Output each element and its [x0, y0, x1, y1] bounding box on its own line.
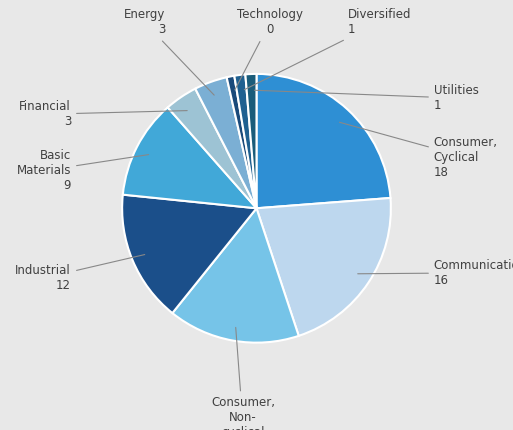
Text: Communications
16: Communications 16	[358, 259, 513, 287]
Wedge shape	[256, 198, 391, 336]
Wedge shape	[122, 195, 256, 313]
Wedge shape	[227, 76, 256, 208]
Text: Technology
0: Technology 0	[235, 8, 303, 90]
Text: Utilities
1: Utilities 1	[254, 84, 479, 112]
Wedge shape	[172, 208, 299, 343]
Text: Diversified
1: Diversified 1	[244, 8, 411, 90]
Wedge shape	[123, 108, 256, 208]
Text: Energy
3: Energy 3	[124, 8, 214, 95]
Text: Consumer,
Non-
cyclical
12: Consumer, Non- cyclical 12	[211, 327, 275, 430]
Text: Financial
3: Financial 3	[19, 100, 187, 128]
Wedge shape	[168, 89, 256, 208]
Wedge shape	[245, 74, 256, 208]
Text: Consumer,
Cyclical
18: Consumer, Cyclical 18	[340, 122, 498, 179]
Text: Industrial
12: Industrial 12	[15, 255, 145, 292]
Text: Basic
Materials
9: Basic Materials 9	[16, 149, 149, 192]
Wedge shape	[256, 74, 390, 208]
Wedge shape	[234, 74, 256, 208]
Wedge shape	[195, 77, 256, 208]
